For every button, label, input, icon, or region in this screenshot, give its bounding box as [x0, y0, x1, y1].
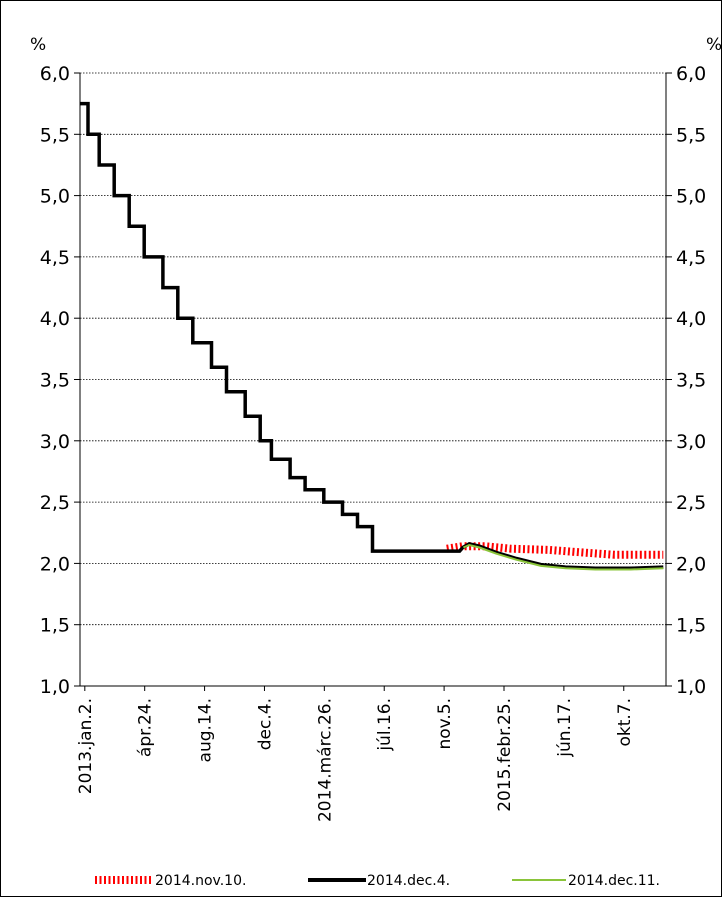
x-tick-label: nov.5.: [435, 698, 455, 750]
y-tick-label-left: 5,5: [40, 124, 70, 146]
x-tick-label: aug.14.: [196, 698, 216, 762]
legend: 2014.nov.10. 2014.dec.4. 2014.dec.11.: [95, 873, 660, 889]
y-tick-label-left: 6,0: [40, 63, 70, 85]
y-tick-label-right: 4,5: [676, 247, 706, 269]
y-tick-label-right: 2,0: [676, 553, 706, 575]
y-tick-label-left: 1,0: [40, 676, 70, 698]
x-tick-label: júl.16.: [375, 698, 395, 752]
y-tick-label-right: 4,0: [676, 308, 706, 330]
y-tick-label-right: 1,0: [676, 676, 706, 698]
x-tick-label: 2013.jan.2.: [76, 698, 96, 794]
y-tick-label-right: 2,5: [676, 492, 706, 514]
x-tick-label: 2014.márc.26.: [315, 698, 335, 822]
y-tick-label-left: 4,0: [40, 308, 70, 330]
y-tick-label-right: 5,0: [676, 186, 706, 208]
x-tick-label: jún.17.: [555, 698, 575, 758]
y-unit-left: %: [30, 35, 46, 55]
y-tick-label-right: 5,5: [676, 124, 706, 146]
y-tick-label-right: 6,0: [676, 63, 706, 85]
y-tick-label-left: 1,5: [40, 615, 70, 637]
y-tick-label-left: 2,0: [40, 553, 70, 575]
y-tick-labels: 1,0 1,0 1,5 1,5 2,0 2,0 2,5 2,5 3,0 3,0 3,5 3,5 4,0 4…: [40, 63, 706, 698]
y-tick-label-right: 1,5: [676, 615, 706, 637]
y-tick-label-left: 2,5: [40, 492, 70, 514]
legend-label-2014-nov-10: 2014.nov.10.: [155, 873, 246, 889]
series-lines: [80, 101, 664, 571]
legend-label-2014-dec-4: 2014.dec.4.: [367, 873, 450, 889]
x-tick-label: dec.4.: [255, 698, 275, 750]
series-line-2014-dec-11: [463, 543, 664, 571]
y-tick-label-left: 3,5: [40, 370, 70, 392]
y-tick-label-left: 4,5: [40, 247, 70, 269]
x-tick-labels: 2013.jan.2. ápr.24. aug.14. dec.4. 2014.márc…: [76, 698, 635, 822]
axes: [74, 72, 672, 691]
x-tick-label: 2015.febr.25.: [495, 698, 515, 812]
y-unit-right: %: [706, 35, 722, 55]
y-tick-label-right: 3,0: [676, 431, 706, 453]
legend-label-2014-dec-11: 2014.dec.11.: [568, 873, 660, 889]
x-tick-label: okt.7.: [615, 698, 635, 747]
y-tick-label-right: 3,5: [676, 370, 706, 392]
y-tick-label-left: 5,0: [40, 186, 70, 208]
y-tick-label-left: 3,0: [40, 431, 70, 453]
x-tick-label: ápr.24.: [136, 698, 156, 757]
